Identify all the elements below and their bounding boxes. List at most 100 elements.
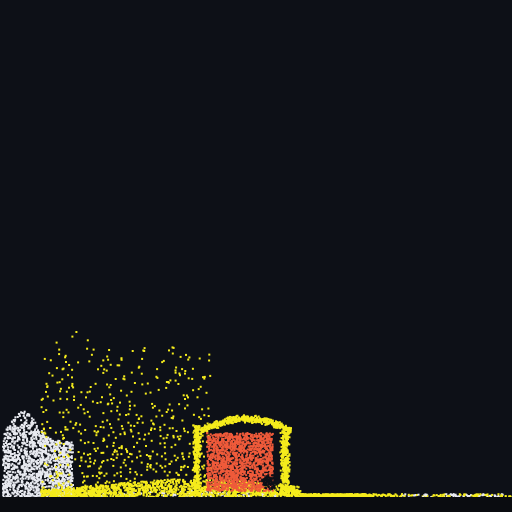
sand-particle	[97, 494, 100, 497]
snow-particle	[47, 464, 50, 467]
sand-particle	[115, 483, 117, 486]
sand-particle	[166, 433, 169, 436]
sand-particle	[155, 375, 158, 378]
sand-particle	[108, 481, 111, 484]
sand-particle	[58, 411, 61, 414]
snow-particle	[62, 457, 65, 460]
snow-particle	[18, 452, 21, 455]
snow-particle	[208, 490, 211, 493]
snow-particle	[57, 460, 60, 463]
snow-particle	[60, 459, 63, 462]
snow-particle	[34, 444, 37, 447]
snow-particle	[38, 451, 41, 454]
sand-particle	[60, 472, 63, 475]
sand-particle	[79, 403, 82, 406]
sand-particle	[170, 446, 173, 449]
sand-particle	[114, 490, 117, 493]
sand-particle	[172, 346, 175, 349]
sand-particle	[199, 417, 202, 420]
snow-particle	[12, 436, 15, 439]
snow-particle	[28, 432, 31, 435]
sand-particle	[113, 474, 116, 477]
sand-particle	[155, 470, 158, 473]
sand-particle	[118, 413, 121, 416]
sand-particle	[198, 436, 201, 438]
sand-particle	[94, 483, 97, 486]
snow-particle	[47, 478, 49, 481]
sand-particle	[245, 493, 248, 496]
snow-particle	[27, 427, 30, 430]
sand-particle	[41, 397, 44, 400]
sand-particle	[67, 455, 70, 458]
sand-particle	[197, 427, 200, 430]
sand-particle	[320, 495, 323, 498]
sand-particle	[130, 490, 133, 493]
snow-particle	[22, 466, 24, 469]
snow-particle	[217, 493, 220, 495]
snow-particle	[31, 445, 34, 448]
sand-particle	[41, 493, 43, 496]
sand-particle	[248, 417, 251, 420]
snow-particle	[40, 492, 42, 495]
snow-particle	[57, 465, 60, 468]
snow-particle	[51, 468, 54, 471]
sand-particle	[102, 359, 105, 362]
sand-particle	[68, 473, 71, 476]
snow-particle	[23, 449, 26, 452]
snow-particle	[209, 495, 212, 498]
snow-particle	[36, 474, 38, 477]
snow-particle	[35, 488, 38, 491]
snow-particle	[29, 486, 32, 489]
snow-particle	[35, 436, 38, 439]
snow-particle	[60, 442, 63, 445]
sand-particle	[148, 495, 151, 498]
sand-particle	[351, 495, 354, 498]
sand-particle	[68, 386, 70, 389]
sand-particle	[76, 495, 78, 498]
sand-particle	[57, 456, 60, 459]
snow-particle	[17, 446, 20, 449]
snow-particle	[58, 474, 61, 477]
sand-particle	[112, 397, 115, 400]
snow-particle	[7, 448, 9, 451]
sand-particle	[149, 457, 152, 460]
snow-particle	[49, 472, 52, 475]
sand-particle	[331, 493, 334, 496]
snow-particle	[5, 495, 8, 498]
snow-particle	[26, 487, 28, 490]
sand-particle	[167, 381, 170, 384]
sand-particle	[205, 479, 208, 482]
sand-particle	[120, 453, 123, 456]
snow-particle	[7, 477, 10, 480]
snow-particle	[31, 452, 34, 455]
snow-particle	[62, 486, 65, 489]
sand-particle	[140, 483, 143, 486]
sand-particle	[473, 495, 476, 498]
snow-particle	[39, 482, 42, 485]
sand-particle	[228, 486, 231, 489]
snow-particle	[7, 470, 10, 473]
sand-particle	[268, 419, 271, 422]
sand-particle	[127, 489, 130, 492]
snow-particle	[25, 455, 28, 458]
snow-particle	[17, 457, 20, 459]
snow-particle	[8, 426, 11, 429]
sand-particle	[122, 377, 125, 380]
sand-particle	[81, 493, 84, 496]
sand-particle	[132, 489, 135, 492]
snow-particle	[18, 484, 21, 487]
snow-particle	[16, 457, 19, 460]
snow-particle	[17, 438, 19, 441]
sand-particle	[198, 489, 201, 492]
sand-particle	[212, 426, 215, 429]
snow-particle	[62, 463, 64, 466]
sand-particle	[193, 466, 196, 469]
snow-particle	[6, 479, 9, 482]
sand-particle	[194, 474, 197, 477]
sand-particle	[289, 488, 291, 491]
sand-particle	[195, 484, 198, 486]
snow-particle	[54, 459, 57, 462]
snow-particle	[12, 486, 15, 489]
